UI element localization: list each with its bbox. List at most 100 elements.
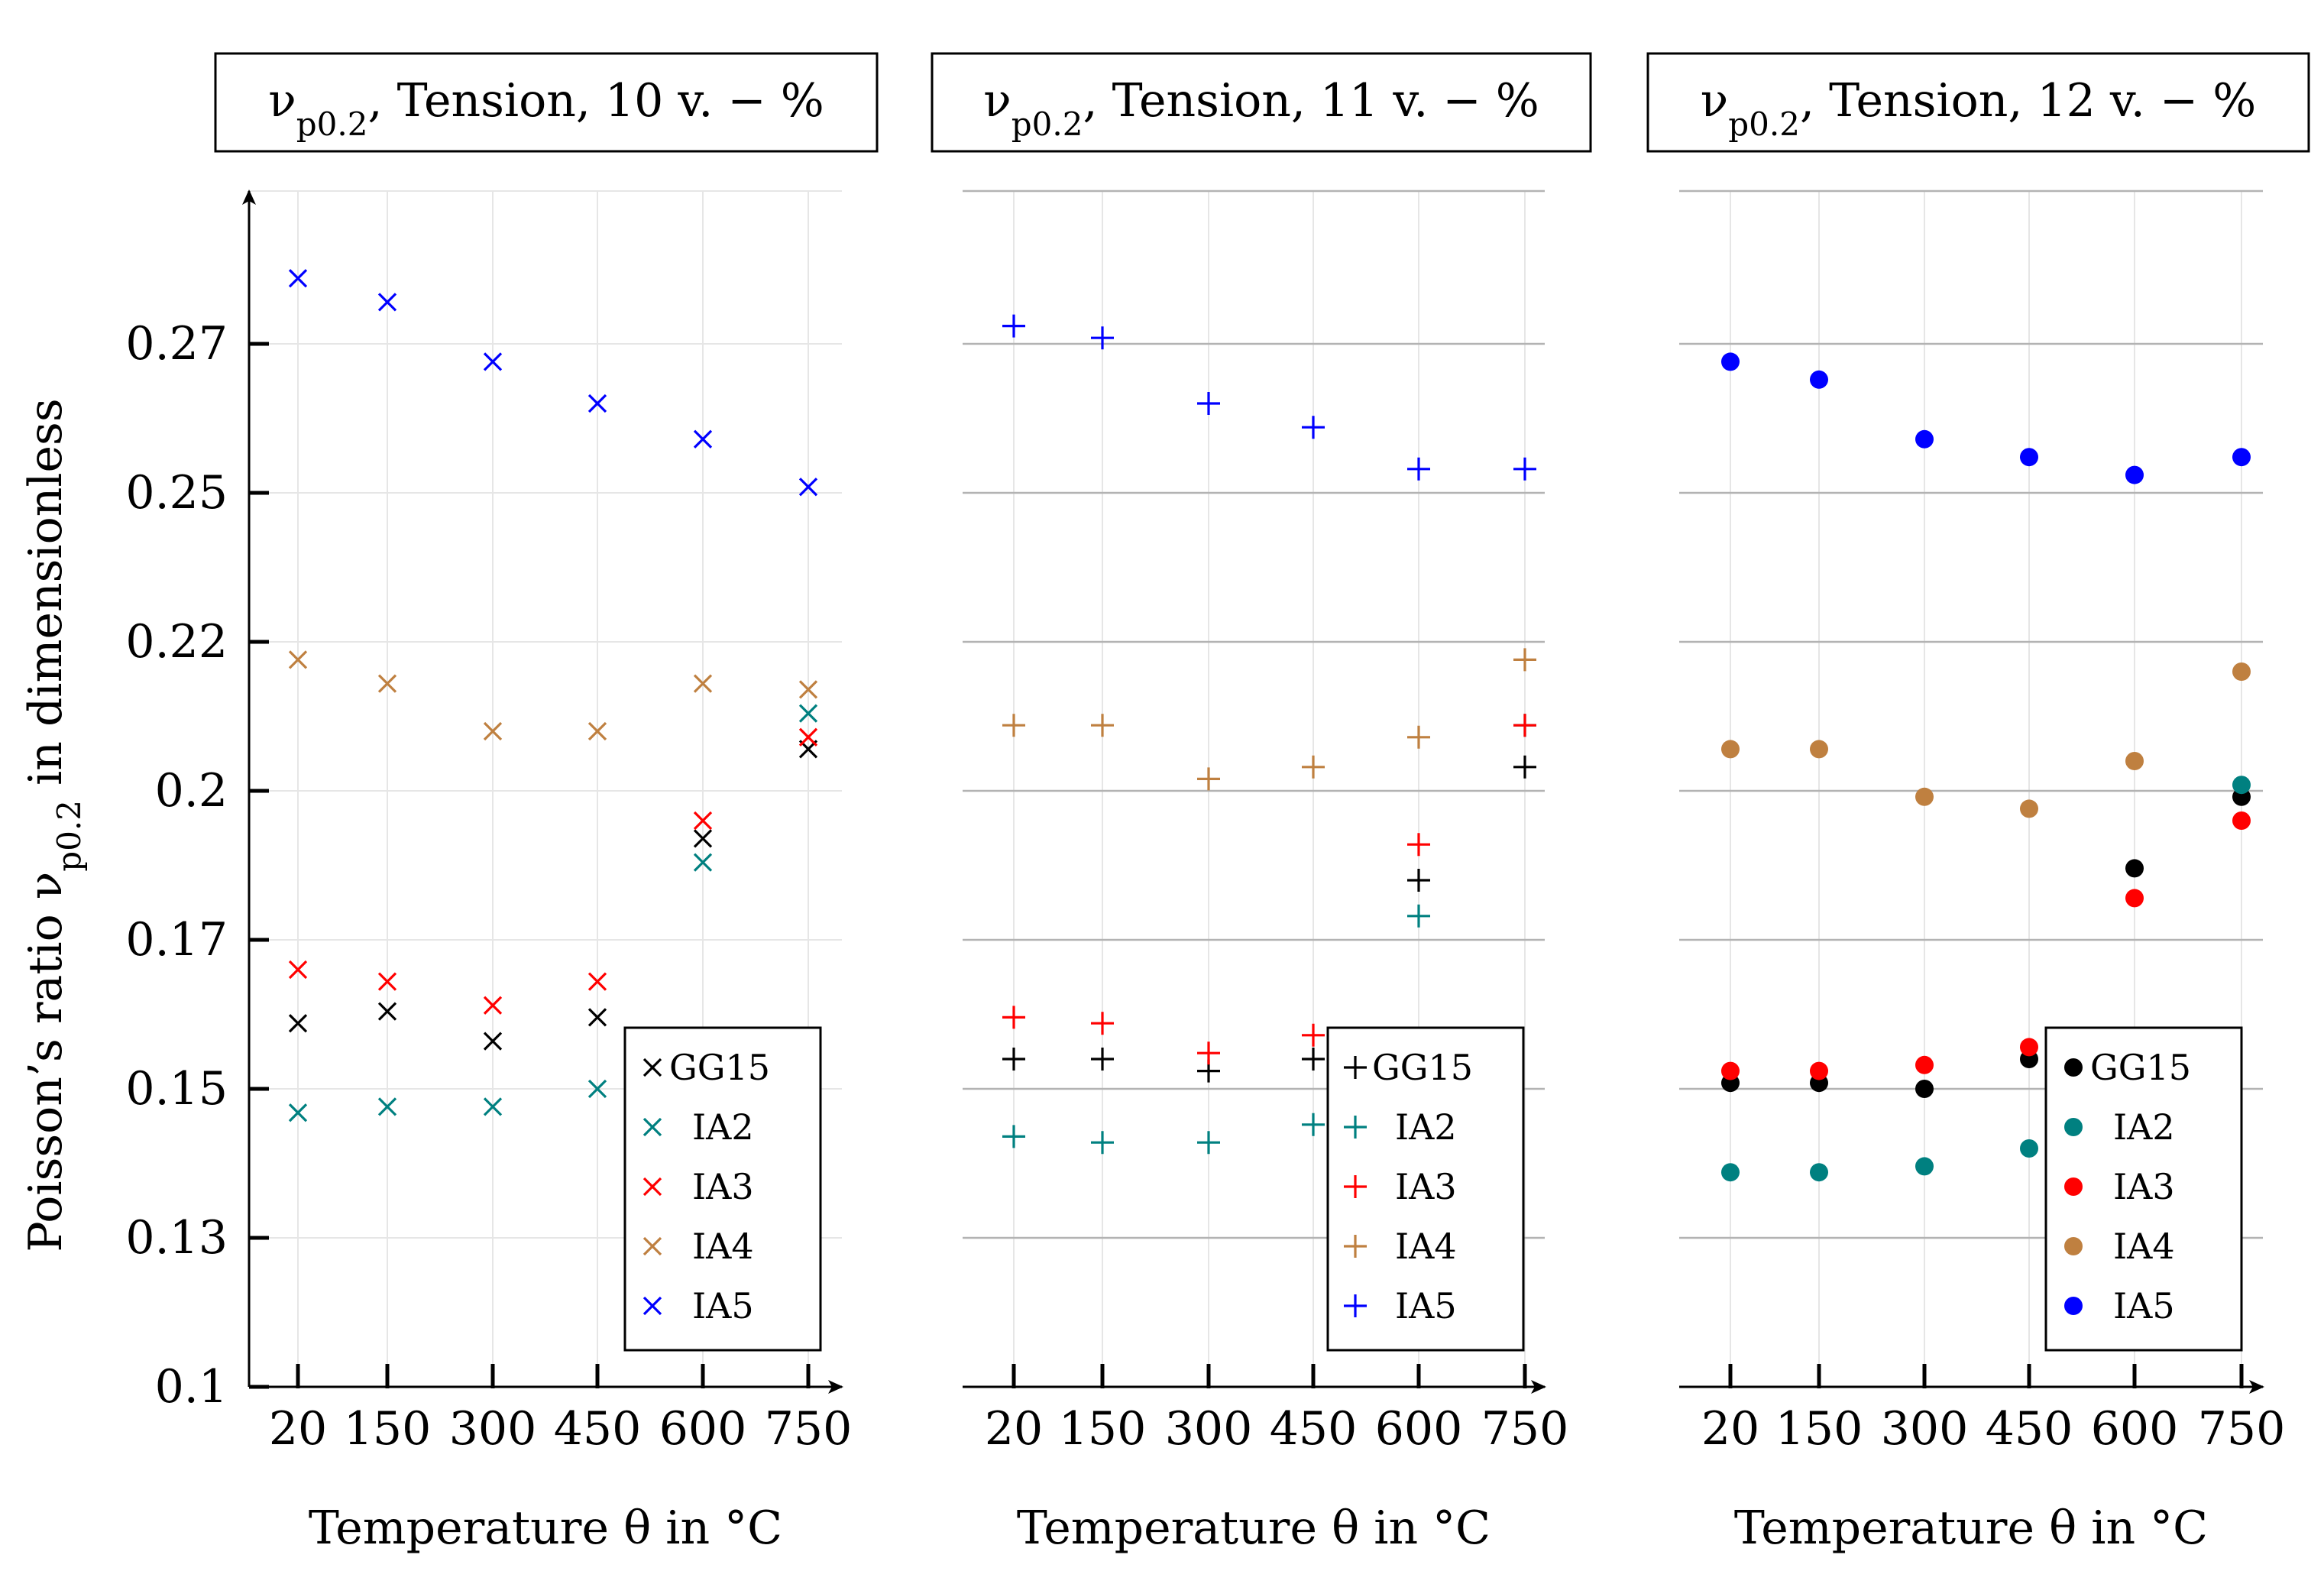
panel-2-x-tick-label-4: 450 [1270, 1402, 1358, 1456]
panel-1-point-GG15-600 [693, 829, 713, 848]
panel-3-x-tick-label-3: 300 [1881, 1402, 1969, 1456]
panel-3-title-pre: ν [1701, 74, 1728, 128]
panel-1-point-IA2-300 [483, 1097, 503, 1116]
panel-1-x-axis-title: Temperature θ in °C [309, 1501, 782, 1555]
panel-3-point-IA3-20 [1721, 1061, 1740, 1080]
panel-1-point-IA4-20 [288, 650, 308, 669]
panel-3-point-IA4-20 [1721, 740, 1740, 759]
panel-2-x-tick-label-3: 300 [1165, 1402, 1253, 1456]
y-tick-label-6: 0.22 [125, 615, 228, 669]
panel-1-point-IA5-20 [288, 269, 308, 288]
panel-2-x-tick-label-5: 600 [1375, 1402, 1463, 1456]
panel-1-legend-marker-IA5 [642, 1296, 662, 1316]
panel-1-x-tick-label-1: 20 [269, 1402, 327, 1456]
panel-3-series-IA3 [1721, 811, 2251, 1080]
panel-1-point-GG15-150 [377, 1002, 397, 1021]
y-tick-label-3: 0.15 [125, 1062, 228, 1116]
panel-3-legend-label-IA3: IA3 [2113, 1166, 2175, 1207]
panel-2-point-IA4-20 [1002, 714, 1025, 737]
y-tick-label-7: 0.25 [125, 466, 228, 520]
panel-1-x-tick-label-5: 600 [659, 1402, 747, 1456]
panel-1-series-IA5 [288, 269, 818, 497]
panel-2-x-axis-arrow [1531, 1380, 1546, 1394]
panel-1-series-IA4 [288, 650, 818, 741]
panel-3-point-IA5-150 [1810, 370, 1828, 389]
panel-3-point-IA2-150 [1810, 1163, 1828, 1182]
panel-2-x-axis-title: Temperature θ in °C [1017, 1501, 1491, 1555]
panel-1-point-IA4-600 [693, 674, 713, 693]
panel-3-point-IA5-600 [2125, 465, 2144, 484]
panel-2-legend-label-GG15: GG15 [1372, 1047, 1473, 1088]
panel-1: νp0.2, Tension, 10 v. − % 20 150 300 450 600 7… [125, 52, 879, 1555]
panel-1-title-sub: p0.2 [296, 105, 368, 143]
panel-1-point-IA5-750 [798, 478, 818, 497]
panel-1-point-IA4-450 [587, 721, 607, 741]
panel-1-legend: GG15 IA2 IA3 IA4 IA5 [623, 1026, 822, 1352]
panel-1-point-IA4-300 [483, 721, 503, 741]
panel-2-x-tick-label-1: 20 [985, 1402, 1043, 1456]
panel-2-legend-box [1326, 1026, 1525, 1352]
panel-3-x-tick-label-4: 450 [1986, 1402, 2073, 1456]
panel-2-title-post: , Tension, 11 v. − % [1083, 74, 1539, 128]
panel-2-point-IA4-150 [1091, 714, 1114, 737]
panel-2-x-tick-label-2: 150 [1059, 1402, 1147, 1456]
panel-1-title-box [214, 52, 879, 153]
panel-2-point-GG15-750 [1513, 755, 1536, 779]
panel-3-legend: GG15 IA2 IA3 IA4 IA5 [2044, 1026, 2243, 1352]
panel-2-point-IA5-750 [1513, 457, 1536, 481]
panel-2-point-IA2-300 [1197, 1131, 1220, 1155]
panel-2-point-IA5-600 [1407, 457, 1430, 481]
panel-2-point-IA3-450 [1302, 1023, 1325, 1047]
panel-2-series-IA4 [1002, 648, 1536, 791]
y-tick-label-8: 0.27 [125, 317, 228, 371]
panel-1-point-IA3-150 [377, 972, 397, 991]
panel-3-point-IA3-300 [1915, 1055, 1934, 1074]
panel-2-legend-marker-IA4 [1344, 1235, 1367, 1258]
panel-3-point-IA4-450 [2020, 799, 2038, 818]
panel-3-x-axis-arrow [2249, 1380, 2264, 1394]
panel-3-legend-marker-IA5 [2064, 1297, 2083, 1315]
panel-2-legend-marker-GG15 [1344, 1056, 1367, 1079]
panel-1-point-IA2-20 [288, 1103, 308, 1122]
panel-3-x-axis-title: Temperature θ in °C [1734, 1501, 2208, 1555]
panel-1-point-IA2-600 [693, 853, 713, 872]
panel-1-x-tick-label-2: 150 [344, 1402, 432, 1456]
panel-1-point-IA3-600 [693, 811, 713, 831]
panel-2-series-IA3 [1002, 714, 1536, 1065]
panel-2-title-pre: ν [983, 74, 1011, 128]
panel-2-point-IA4-300 [1197, 767, 1220, 791]
panel-3-series-IA5 [1721, 352, 2251, 484]
panel-3-legend-marker-IA2 [2064, 1118, 2083, 1136]
panel-3-point-IA3-750 [2232, 811, 2251, 830]
panel-3-point-IA3-150 [1810, 1061, 1828, 1080]
y-tick-label-5: 0.2 [155, 764, 228, 818]
panel-3-legend-marker-IA3 [2064, 1177, 2083, 1196]
panel-3-legend-label-GG15: GG15 [2090, 1047, 2191, 1088]
panel-1-legend-marker-GG15 [642, 1058, 662, 1077]
panel-3-x-tick-label-6: 750 [2198, 1402, 2286, 1456]
panel-2-title: νp0.2, Tension, 11 v. − % [983, 74, 1539, 143]
panel-1-point-IA3-450 [587, 972, 607, 991]
panel-1-legend-box [623, 1026, 822, 1352]
panel-1-point-IA3-20 [288, 960, 308, 980]
panel-2: νp0.2, Tension, 11 v. − % 20 150 300 450 600 7… [931, 52, 1592, 1555]
panel-1-series-IA3 [288, 727, 818, 1015]
panel-3-point-IA4-150 [1810, 740, 1828, 759]
panel-2-point-IA4-750 [1513, 648, 1536, 672]
panel-2-point-IA4-450 [1302, 755, 1325, 779]
panel-2-legend-label-IA2: IA2 [1395, 1106, 1457, 1148]
panel-2-point-IA3-20 [1002, 1006, 1025, 1029]
panels: νp0.2, Tension, 10 v. − %20 150 300 450 600 7… [125, 52, 2310, 1555]
y-axis-title-sub: p0.2 [50, 800, 88, 872]
panel-3-point-IA4-300 [1915, 787, 1934, 806]
panel-1-legend-marker-IA3 [642, 1177, 662, 1197]
panel-3-point-IA4-750 [2232, 662, 2251, 681]
panel-1-point-IA2-450 [587, 1079, 607, 1099]
panel-1-legend-label-IA3: IA3 [692, 1166, 754, 1207]
panel-2-point-IA3-600 [1407, 833, 1430, 857]
panel-3-title: νp0.2, Tension, 12 v. − % [1701, 74, 2256, 143]
panel-2-point-IA2-150 [1091, 1131, 1114, 1155]
panel-3-point-IA2-750 [2232, 776, 2251, 795]
panel-3-point-IA5-750 [2232, 448, 2251, 467]
